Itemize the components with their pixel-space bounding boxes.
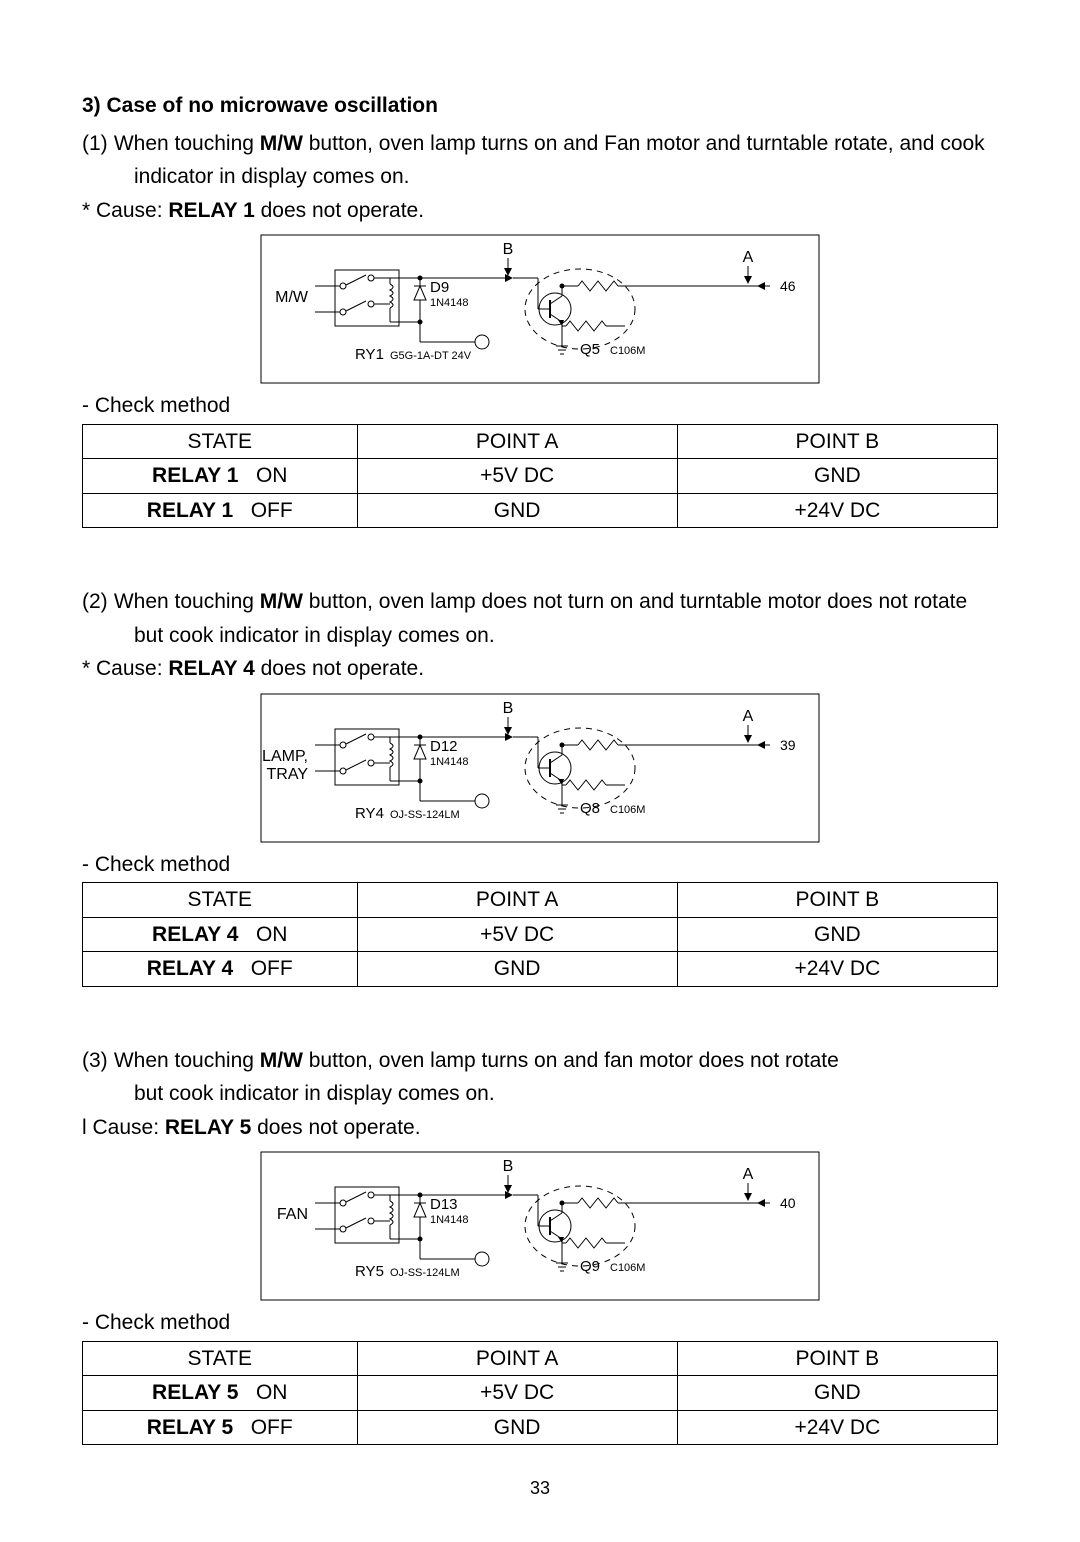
table-row: RELAY 1 OFFGND+24V DC: [83, 493, 998, 528]
table-row: RELAY 5 OFFGND+24V DC: [83, 1410, 998, 1445]
check-method-table: STATEPOINT APOINT BRELAY 1 ON+5V DCGNDRE…: [82, 424, 998, 529]
svg-text:A: A: [743, 708, 754, 725]
table-header-cell: STATE: [83, 424, 358, 459]
page-number: 33: [82, 1475, 998, 1502]
table-cell-pointb: GND: [677, 917, 997, 952]
svg-text:B: B: [503, 1158, 514, 1175]
section: (3) When touching M/W button, oven lamp …: [82, 1045, 998, 1446]
svg-text:RY1: RY1: [355, 346, 384, 363]
svg-text:A: A: [743, 249, 754, 266]
svg-text:LAMP,: LAMP,: [262, 748, 308, 765]
svg-text:1N4148: 1N4148: [430, 1214, 469, 1226]
svg-text:Q9: Q9: [580, 1258, 600, 1275]
svg-text:D9: D9: [430, 279, 449, 296]
table-row: RELAY 5 ON+5V DCGND: [83, 1376, 998, 1411]
table-cell-pointa: GND: [357, 1410, 677, 1445]
cause-line: l Cause: RELAY 5 does not operate.: [82, 1112, 998, 1144]
table-header-cell: POINT B: [677, 424, 997, 459]
svg-text:RY5: RY5: [355, 1263, 384, 1280]
circuit-diagram: LAMP,TRAY D12 1N4148 RY4 OJ-SS-124LM B: [260, 693, 820, 843]
svg-text:46: 46: [780, 278, 796, 294]
table-cell-state: RELAY 1 ON: [83, 459, 358, 494]
svg-text:M/W: M/W: [275, 289, 309, 306]
svg-text:D12: D12: [430, 738, 458, 755]
cause-line: * Cause: RELAY 1 does not operate.: [82, 195, 998, 227]
svg-text:OJ-SS-124LM: OJ-SS-124LM: [390, 809, 460, 821]
table-cell-pointa: +5V DC: [357, 917, 677, 952]
table-header-cell: POINT A: [357, 424, 677, 459]
svg-text:1N4148: 1N4148: [430, 297, 469, 309]
table-header-cell: POINT B: [677, 883, 997, 918]
table-cell-pointb: GND: [677, 459, 997, 494]
table-cell-state: RELAY 5 OFF: [83, 1410, 358, 1445]
table-row: RELAY 1 ON+5V DCGND: [83, 459, 998, 494]
svg-text:B: B: [503, 241, 514, 258]
section: (2) When touching M/W button, oven lamp …: [82, 586, 998, 1043]
table-cell-pointa: +5V DC: [357, 1376, 677, 1411]
table-header-cell: STATE: [83, 883, 358, 918]
table-cell-pointb: +24V DC: [677, 952, 997, 987]
svg-text:39: 39: [780, 737, 796, 753]
section-desc-line2: but cook indicator in display comes on.: [82, 620, 998, 652]
check-method-label: - Check method: [82, 1307, 998, 1339]
section-desc-line2: but cook indicator in display comes on.: [82, 1078, 998, 1110]
check-method-table: STATEPOINT APOINT BRELAY 5 ON+5V DCGNDRE…: [82, 1341, 998, 1446]
table-cell-pointb: GND: [677, 1376, 997, 1411]
table-cell-pointb: +24V DC: [677, 493, 997, 528]
svg-text:FAN: FAN: [277, 1206, 308, 1223]
svg-text:Q5: Q5: [580, 341, 600, 358]
section-heading: 3) Case of no microwave oscillation: [82, 90, 998, 122]
table-cell-pointb: +24V DC: [677, 1410, 997, 1445]
svg-text:A: A: [743, 1166, 754, 1183]
svg-text:C106M: C106M: [610, 345, 645, 357]
section-desc-line2: indicator in display comes on.: [82, 161, 998, 193]
check-method-label: - Check method: [82, 390, 998, 422]
svg-text:TRAY: TRAY: [267, 766, 309, 783]
table-cell-pointa: GND: [357, 493, 677, 528]
svg-text:RY4: RY4: [355, 805, 384, 822]
svg-text:40: 40: [780, 1195, 796, 1211]
svg-text:OJ-SS-124LM: OJ-SS-124LM: [390, 1267, 460, 1279]
table-cell-state: RELAY 5 ON: [83, 1376, 358, 1411]
table-cell-state: RELAY 1 OFF: [83, 493, 358, 528]
svg-text:Q8: Q8: [580, 800, 600, 817]
table-cell-pointa: GND: [357, 952, 677, 987]
svg-text:B: B: [503, 700, 514, 717]
table-row: RELAY 4 ON+5V DCGND: [83, 917, 998, 952]
svg-text:G5G-1A-DT 24V: G5G-1A-DT 24V: [390, 350, 472, 362]
check-method-label: - Check method: [82, 849, 998, 881]
svg-text:1N4148: 1N4148: [430, 756, 469, 768]
table-cell-pointa: +5V DC: [357, 459, 677, 494]
table-header-cell: POINT A: [357, 883, 677, 918]
section: (1) When touching M/W button, oven lamp …: [82, 128, 998, 585]
svg-text:C106M: C106M: [610, 1262, 645, 1274]
section-desc-line1: (2) When touching M/W button, oven lamp …: [82, 586, 998, 618]
check-method-table: STATEPOINT APOINT BRELAY 4 ON+5V DCGNDRE…: [82, 882, 998, 987]
cause-line: * Cause: RELAY 4 does not operate.: [82, 653, 998, 685]
circuit-diagram: M/W D9 1N4148 RY1 G5G-1A-DT 24V B: [260, 234, 820, 384]
table-header-cell: STATE: [83, 1341, 358, 1376]
table-header-cell: POINT A: [357, 1341, 677, 1376]
table-cell-state: RELAY 4 OFF: [83, 952, 358, 987]
svg-text:D13: D13: [430, 1196, 458, 1213]
table-header-cell: POINT B: [677, 1341, 997, 1376]
section-desc-line1: (1) When touching M/W button, oven lamp …: [82, 128, 998, 160]
table-row: RELAY 4 OFFGND+24V DC: [83, 952, 998, 987]
circuit-diagram: FAN D13 1N4148 RY5 OJ-SS-124LM B: [260, 1151, 820, 1301]
section-desc-line1: (3) When touching M/W button, oven lamp …: [82, 1045, 998, 1077]
svg-text:C106M: C106M: [610, 804, 645, 816]
table-cell-state: RELAY 4 ON: [83, 917, 358, 952]
